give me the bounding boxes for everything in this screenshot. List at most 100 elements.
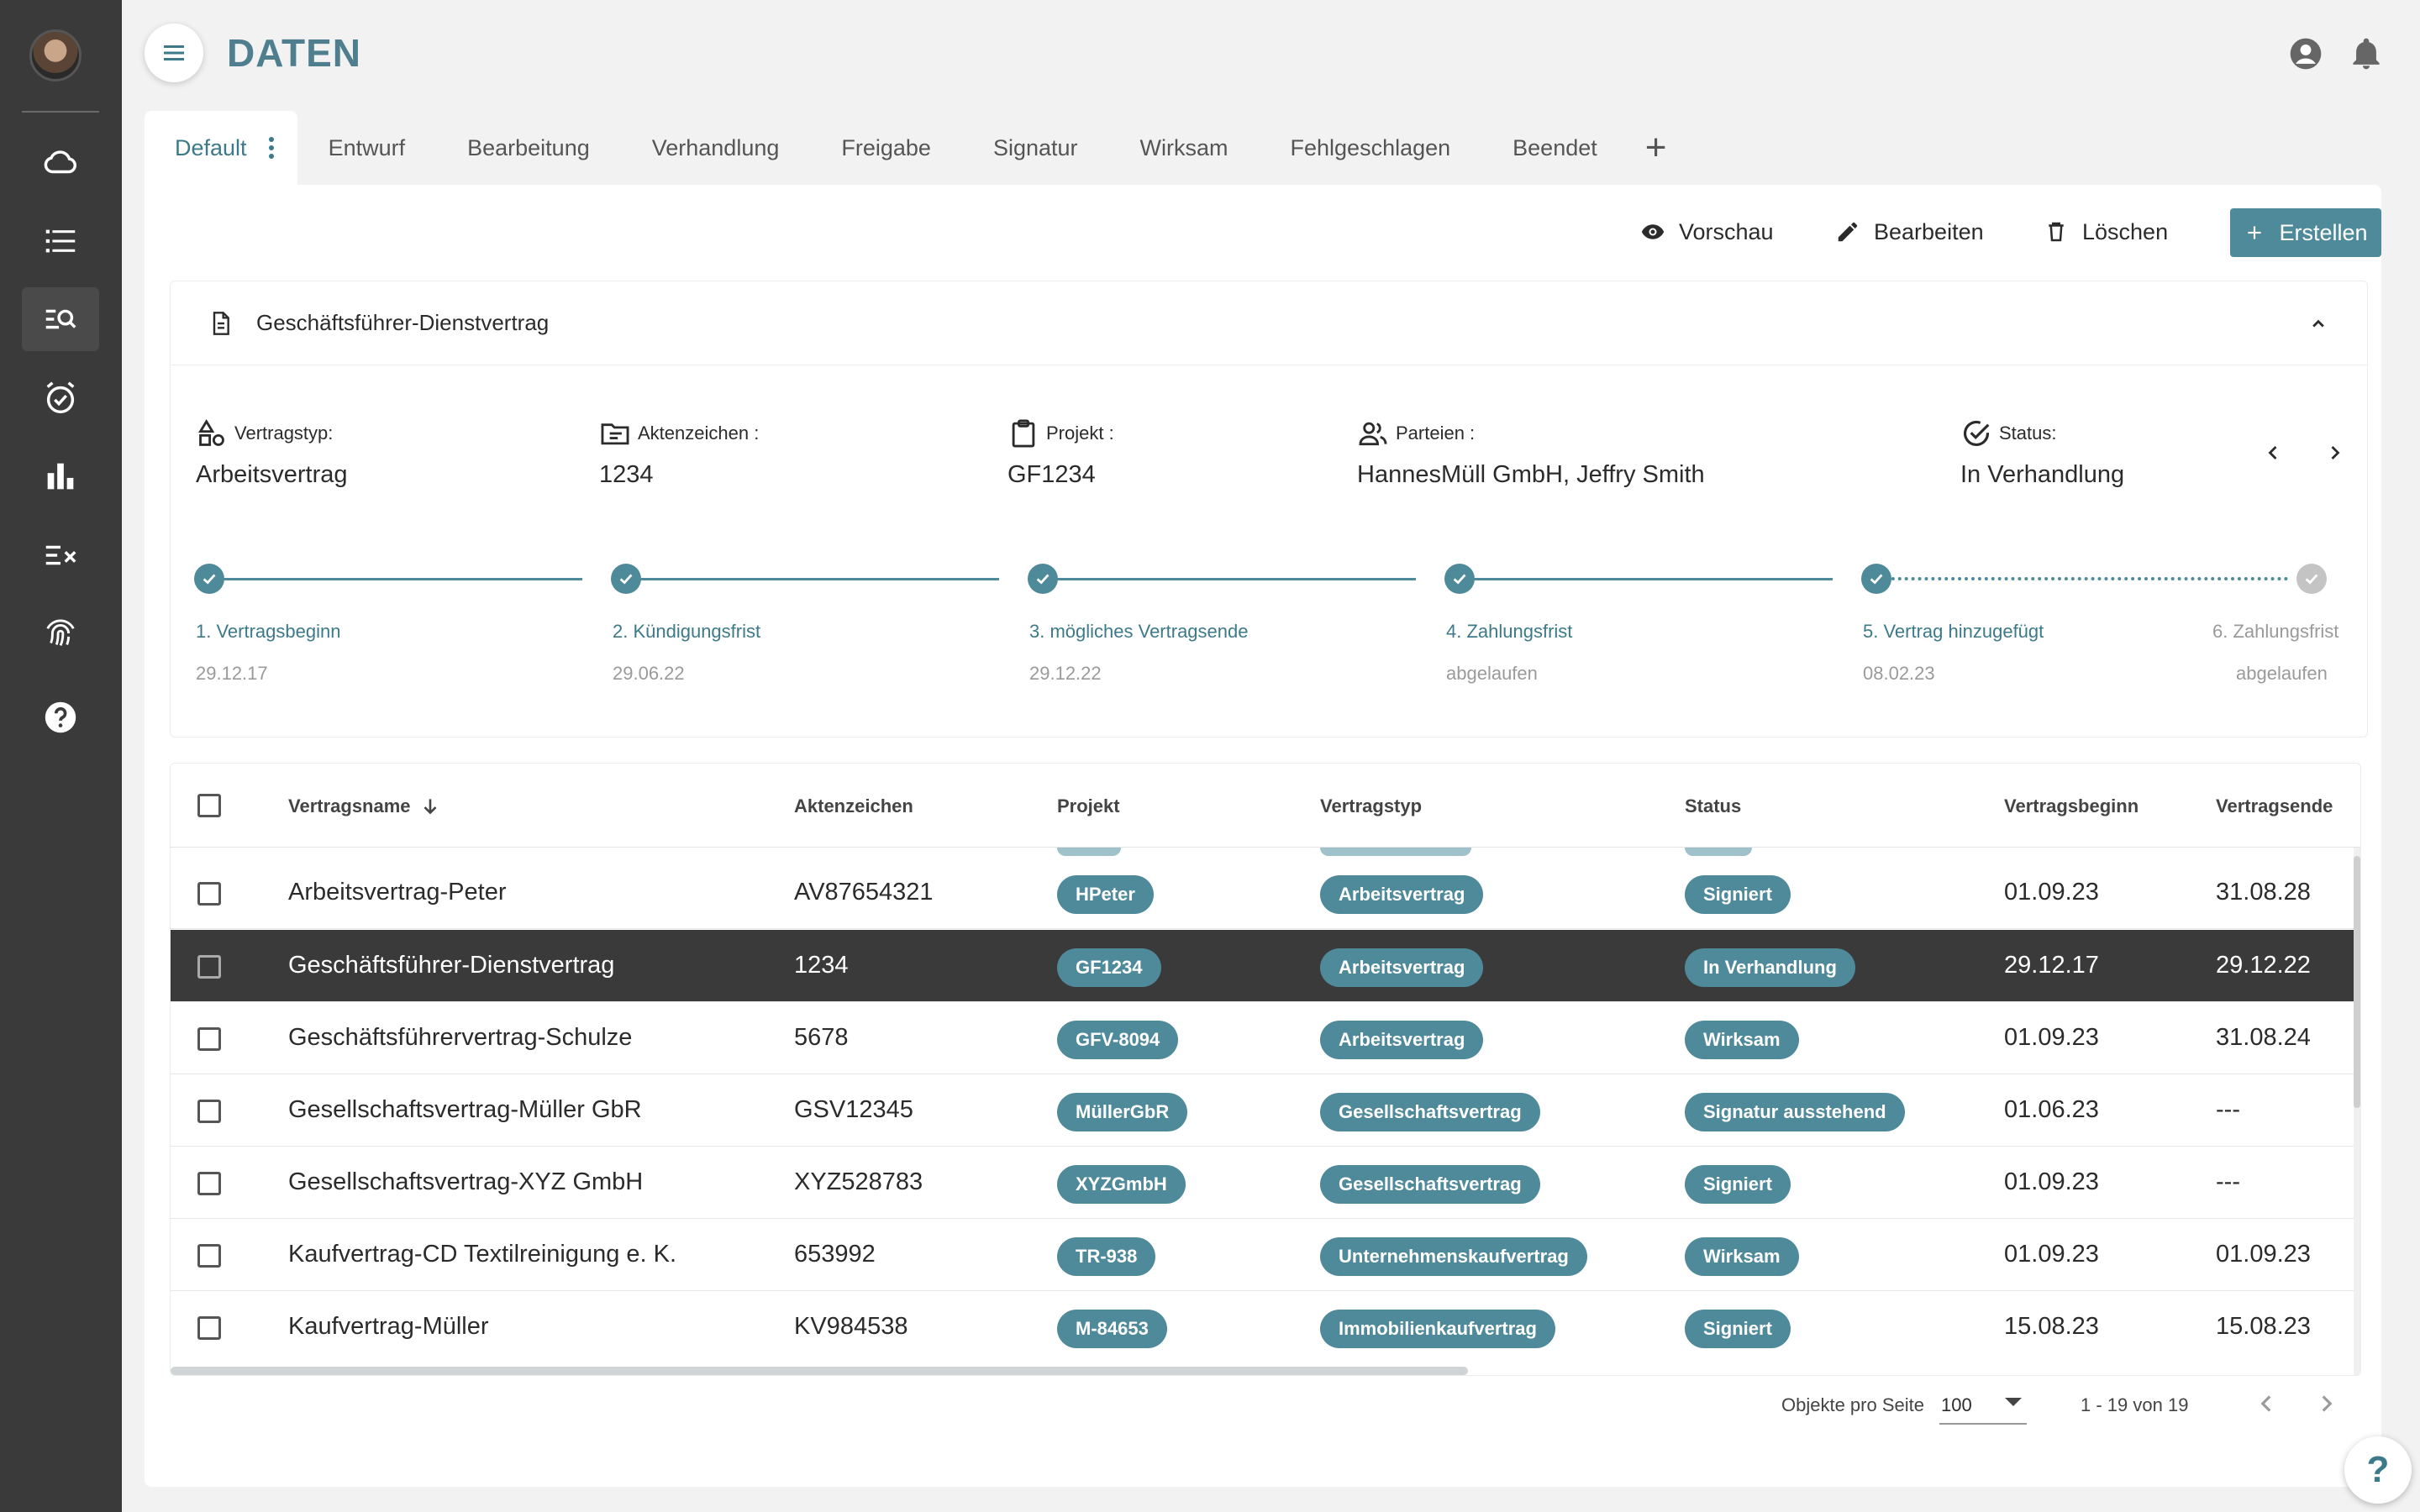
cell-vertragsname: Geschäftsführervertrag-Schulze [288,1024,633,1051]
type-chip: Arbeitsvertrag [1320,948,1484,987]
tab-signatur[interactable]: Signatur [992,134,1078,160]
timeline-label: 3. mögliches Vertragsende [1029,621,1249,642]
select-all-checkbox[interactable] [197,794,221,817]
preview-button[interactable]: Vorschau [1640,208,1774,255]
column-header-vertragsende[interactable]: Vertragsende [2216,795,2333,816]
status-badge: Wirksam [1685,1237,1799,1276]
status-badge: Signiert [1685,1165,1791,1204]
chevron-up-icon[interactable] [2307,312,2330,335]
status-badge: Signiert [1685,1310,1791,1348]
column-header-vertragstyp[interactable]: Vertragstyp [1320,795,1423,816]
per-page-value: 100 [1941,1394,1972,1415]
table-row-selected[interactable]: Geschäftsführer-Dienstvertrag 1234 GF123… [171,930,2355,1002]
row-checkbox[interactable] [197,955,221,979]
horizontal-scrollbar-thumb[interactable] [171,1367,1468,1375]
row-checkbox[interactable] [197,1316,221,1340]
status-tabs: Default Entwurf Bearbeitung Verhandlung … [145,111,1683,185]
status-badge: In Verhandlung [1685,948,1855,987]
row-checkbox[interactable] [197,882,221,906]
column-header-projekt[interactable]: Projekt [1057,795,1120,816]
user-avatar[interactable] [29,29,82,81]
timeline-label: 5. Vertrag hinzugefügt [1863,621,2044,642]
tab-wirksam[interactable]: Wirksam [1139,134,1228,160]
per-page-select[interactable]: 100 [1939,1391,2027,1425]
sidebar-item-list[interactable] [22,209,99,273]
document-icon [213,311,229,335]
caret-down-icon [2005,1398,2022,1406]
list-icon [45,229,76,253]
create-button[interactable]: Erstellen [2230,208,2381,257]
field-status: Status: In Verhandlung [1960,416,2124,489]
notification-bell-icon[interactable] [2348,35,2385,72]
field-value: HannesMüll GmbH, Jeffry Smith [1357,461,1705,488]
main-panel: Vorschau Bearbeiten Löschen Erstellen Ge… [145,185,2381,1487]
check-icon [203,574,216,585]
search-list-icon [45,309,76,329]
cell-vertragsbeginn: 01.09.23 [2004,1241,2099,1268]
row-checkbox[interactable] [197,1244,221,1268]
scrolled-chip-remnant [1057,848,1121,856]
timeline-date: 29.12.22 [1029,663,1102,684]
table-row[interactable]: Geschäftsführervertrag-Schulze 5678 GFV-… [171,1002,2355,1074]
column-header-vertragsbeginn[interactable]: Vertragsbeginn [2004,795,2139,816]
column-header-vertragsname[interactable]: Vertragsname [288,795,441,817]
next-page-icon[interactable] [2312,1389,2341,1418]
chevron-right-icon[interactable] [2323,441,2347,465]
row-checkbox[interactable] [197,1100,221,1123]
type-chip: Unternehmenskaufvertrag [1320,1237,1587,1276]
previous-page-icon[interactable] [2252,1389,2281,1418]
tab-fehlgeschlagen[interactable]: Fehlgeschlagen [1290,134,1451,160]
cell-vertragsende: 15.08.23 [2216,1313,2311,1340]
help-button[interactable]: ? [2344,1436,2412,1504]
chevron-left-icon[interactable] [2261,441,2285,465]
sidebar-item-help[interactable] [22,685,99,749]
sidebar-item-signature[interactable] [22,601,99,665]
table-row[interactable]: Kaufvertrag-CD Textilreinigung e. K. 653… [171,1219,2355,1291]
table-row[interactable]: Kaufvertrag-Müller KV984538 M-84653 Immo… [171,1291,2355,1363]
cell-aktenzeichen: XYZ528783 [794,1168,923,1195]
account-icon[interactable] [2287,35,2324,72]
tab-bearbeitung[interactable]: Bearbeitung [467,134,590,160]
card-header[interactable]: Geschäftsführer-Dienstvertrag [171,281,2367,365]
cell-aktenzeichen: GSV12345 [794,1096,913,1123]
cell-vertragsende: 01.09.23 [2216,1241,2311,1268]
table-row[interactable]: Gesellschaftsvertrag-XYZ GmbH XYZ528783 … [171,1147,2355,1219]
cell-vertragsname: Arbeitsvertrag-Peter [288,879,507,906]
sidebar-divider [22,111,99,113]
field-aktenzeichen: Aktenzeichen : 1234 [599,416,759,489]
scrolled-chip-remnant [1320,848,1471,856]
field-label: Projekt : [1046,423,1114,444]
column-header-aktenzeichen[interactable]: Aktenzeichen [794,795,913,816]
more-vert-icon[interactable] [268,137,274,159]
sidebar-item-cloud[interactable] [22,130,99,194]
tab-verhandlung[interactable]: Verhandlung [651,134,780,160]
add-tab-button[interactable]: + [1644,127,1667,168]
vertical-scrollbar-track[interactable] [2354,848,2360,1375]
eye-icon [1641,224,1665,239]
tab-default[interactable]: Default [145,111,297,185]
row-checkbox[interactable] [197,1172,221,1195]
field-projekt: Projekt : GF1234 [1007,416,1114,489]
tab-freigabe[interactable]: Freigabe [841,134,931,160]
table-row[interactable]: Arbeitsvertrag-Peter AV87654321 HPeter A… [171,857,2355,929]
timeline-node-6 [2296,564,2327,594]
tab-beendet[interactable]: Beendet [1512,134,1597,160]
menu-button[interactable] [145,24,203,82]
column-header-status[interactable]: Status [1685,795,1742,816]
cell-vertragsname: Kaufvertrag-Müller [288,1313,489,1340]
timeline-connector [1461,578,1833,580]
sidebar-item-tasks[interactable] [22,523,99,587]
check-icon [2305,574,2318,585]
type-chip: Arbeitsvertrag [1320,875,1484,914]
sidebar-item-reminders[interactable] [22,366,99,430]
row-checkbox[interactable] [197,1027,221,1051]
edit-button[interactable]: Bearbeiten [1835,208,1984,255]
cell-vertragsende: 29.12.22 [2216,952,2311,979]
trash-icon [2049,222,2064,242]
vertical-scrollbar-thumb[interactable] [2354,856,2360,1108]
delete-button[interactable]: Löschen [2044,208,2168,255]
sidebar-item-reports[interactable] [22,444,99,508]
sidebar-item-search[interactable] [22,287,99,351]
tab-entwurf[interactable]: Entwurf [328,134,406,160]
table-row[interactable]: Gesellschaftsvertrag-Müller GbR GSV12345… [171,1074,2355,1147]
